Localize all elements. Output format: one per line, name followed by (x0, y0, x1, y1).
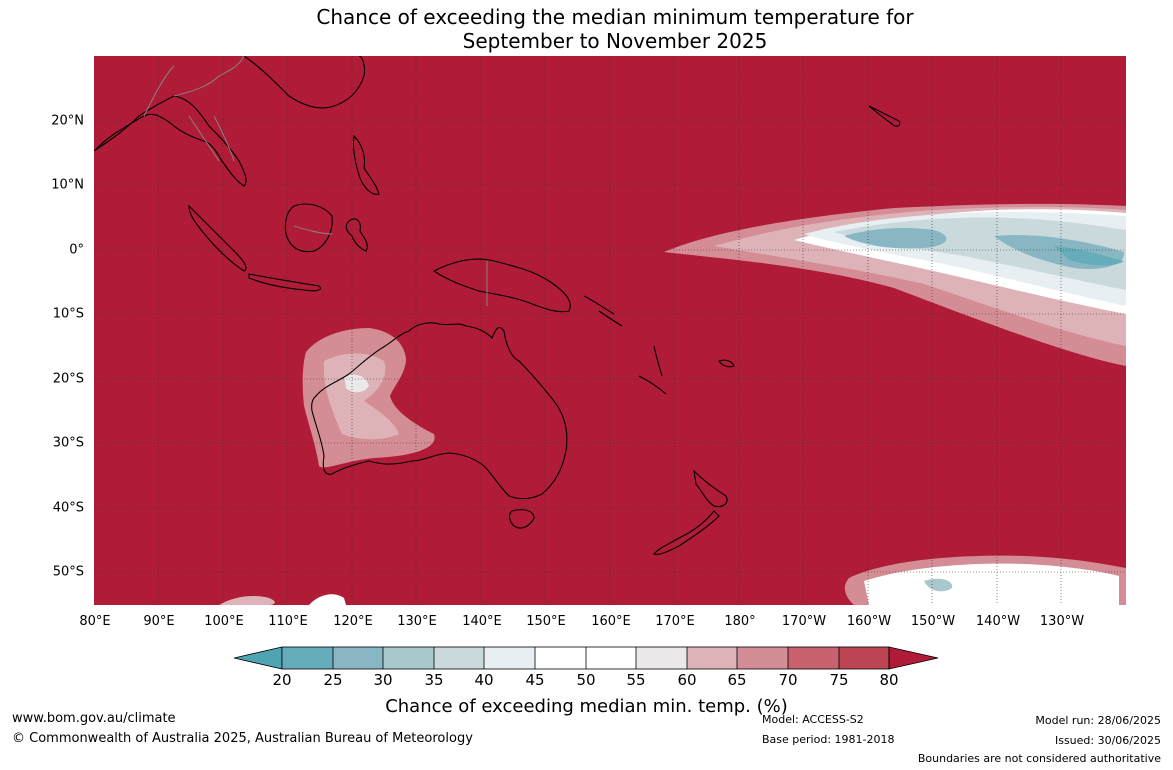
lon-label-100e: 100°E (204, 614, 244, 629)
southern-ocean-anomaly (219, 555, 1126, 605)
lon-label-160w: 160°W (846, 614, 892, 629)
colorbar-bin-50-55 (586, 647, 636, 669)
lon-label-80e: 80°E (79, 614, 111, 629)
title-line-1: Chance of exceeding the median minimum t… (316, 5, 914, 29)
lon-label-150e: 150°E (526, 614, 566, 629)
lon-label-140w: 140°W (975, 614, 1021, 629)
western-australia-anomaly (302, 328, 435, 468)
base-period: Base period: 1981-2018 (762, 733, 895, 746)
colorbar-bin-45-50 (535, 647, 586, 669)
forecast-map[interactable] (94, 56, 1126, 605)
hawaii (868, 105, 901, 127)
lon-label-130e: 130°E (397, 614, 437, 629)
coastlines (94, 56, 901, 555)
colorbar-tick-65: 65 (727, 671, 747, 689)
colorbar-bin-40-45 (484, 647, 535, 669)
colorbar-tick-45: 45 (525, 671, 545, 689)
lat-label-10n: 10°N (51, 177, 84, 193)
colorbar (234, 646, 939, 670)
colorbar-bin-30-35 (383, 647, 434, 669)
title-line-2: September to November 2025 (462, 29, 768, 53)
philippines-coast (352, 134, 380, 195)
map-canvas (94, 56, 1126, 605)
lon-label-110e: 110°E (268, 614, 308, 629)
colorbar-tick-50: 50 (576, 671, 596, 689)
colorbar-tick-80: 80 (879, 671, 899, 689)
colorbar-tick-40: 40 (474, 671, 494, 689)
lat-label-50s: 50°S (52, 564, 84, 580)
java-coast (248, 273, 322, 292)
lon-label-120e: 120°E (333, 614, 373, 629)
colorbar-bin-60-65 (687, 647, 737, 669)
new-guinea-coast (432, 258, 571, 313)
colorbar-bin-25-30 (333, 647, 383, 669)
model-name: Model: ACCESS-S2 (762, 713, 864, 726)
colorbar-tick-20: 20 (272, 671, 292, 689)
colorbar-frame (281, 646, 890, 670)
colorbar-bin-65-70 (737, 647, 788, 669)
lat-label-20s: 20°S (52, 371, 84, 387)
colorbar-tick-30: 30 (373, 671, 393, 689)
colorbar-tick-55: 55 (626, 671, 646, 689)
lon-label-160e: 160°E (591, 614, 631, 629)
country-borders (143, 56, 488, 306)
new-zealand-south (653, 510, 720, 555)
website-link[interactable]: www.bom.gov.au/climate (12, 711, 176, 726)
lon-label-140e: 140°E (462, 614, 502, 629)
colorbar-bin-70-75 (788, 647, 839, 669)
lon-label-180: 180° (724, 614, 756, 629)
solomon-islands (583, 295, 623, 327)
colorbar-tick-25: 25 (323, 671, 343, 689)
tasmania-coast (509, 509, 535, 529)
colorbar-tick-70: 70 (778, 671, 798, 689)
colorbar-high-extension (888, 646, 939, 670)
colorbar-dividers (332, 647, 840, 669)
borneo-coast (284, 203, 333, 253)
colorbar-tick-35: 35 (424, 671, 444, 689)
boundary-disclaimer: Boundaries are not considered authoritat… (917, 752, 1161, 765)
mainland-asia-coast (94, 95, 247, 187)
colorbar-low-extension (234, 646, 283, 670)
issued-date: Issued: 30/06/2025 (1054, 734, 1161, 747)
lon-label-150w: 150°W (910, 614, 956, 629)
australia-coast (311, 322, 568, 500)
china-coast (243, 56, 366, 109)
lon-label-170e: 170°E (655, 614, 695, 629)
lon-label-90e: 90°E (143, 614, 175, 629)
fiji (718, 359, 735, 368)
copyright-text: © Commonwealth of Australia 2025, Austra… (12, 731, 473, 746)
lat-label-20n: 20°N (51, 113, 84, 129)
colorbar-bin-75-80 (839, 647, 889, 669)
colorbar-bin-35-40 (434, 647, 484, 669)
lon-label-130w: 130°W (1039, 614, 1085, 629)
lat-label-equator: 0° (69, 242, 84, 258)
lon-label-170w: 170°W (781, 614, 827, 629)
equatorial-pacific-anomaly (664, 203, 1126, 366)
graticule (94, 56, 1126, 605)
new-caledonia (638, 375, 667, 395)
new-zealand-north (693, 469, 728, 508)
colorbar-label: Chance of exceeding median min. temp. (%… (385, 696, 788, 717)
colorbar-bin-55-60 (636, 647, 687, 669)
sumatra-coast (188, 204, 247, 272)
colorbar-bin-20-25 (282, 647, 333, 669)
lat-label-40s: 40°S (52, 500, 84, 516)
vanuatu (653, 345, 663, 377)
colorbar-tick-75: 75 (829, 671, 849, 689)
lat-label-30s: 30°S (52, 435, 84, 451)
colorbar-tick-60: 60 (677, 671, 697, 689)
model-run-date: Model run: 28/06/2025 (1035, 714, 1161, 727)
sulawesi-coast (345, 218, 368, 252)
lat-label-10s: 10°S (52, 306, 84, 322)
